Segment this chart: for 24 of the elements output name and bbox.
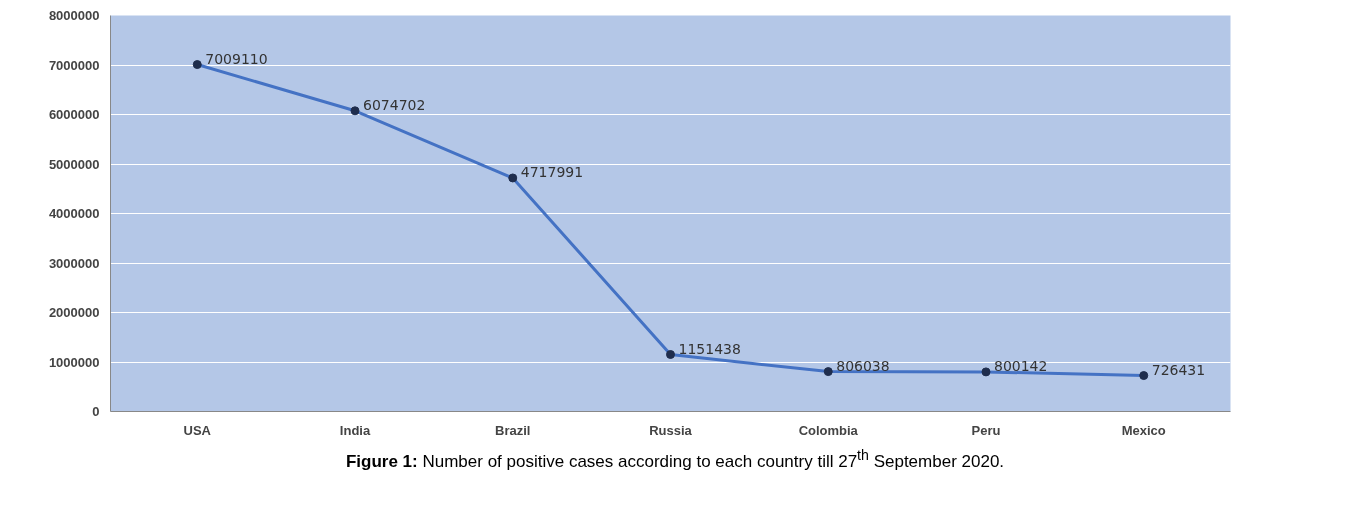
data-label: 806038 (836, 357, 890, 374)
caption: Figure 1: Number of positive cases according to each country till 27$^{th}$ September 2020. (345, 446, 1005, 473)
data-label: 1151438 (678, 340, 741, 357)
x-tick-label: Brazil (495, 422, 531, 438)
x-tick-label: USA (183, 422, 212, 438)
x-tick-label: Peru (971, 422, 1001, 438)
x-tick-label: Colombia (798, 422, 859, 438)
x-tick-label: Russia (649, 422, 693, 438)
x-tick-label: Mexico (1121, 422, 1166, 438)
y-tick-label: 0 (92, 404, 100, 419)
y-tick-label: 3000000 (48, 255, 100, 271)
x-tick-label: India (339, 422, 371, 438)
y-tick-label: 7000000 (48, 57, 100, 73)
y-tick-label: 4000000 (48, 206, 100, 221)
y-tick-label: 5000000 (48, 156, 100, 172)
data-label: 726431 (1151, 361, 1206, 378)
y-tick-label: 1000000 (48, 354, 100, 370)
data-label: 800142 (993, 357, 1048, 374)
data-label: 4717991 (520, 163, 584, 180)
y-tick-label: 2000000 (48, 305, 100, 320)
y-tick-label: 8000000 (48, 8, 100, 23)
data-label: 6074702 (363, 96, 426, 113)
data-label: 7009110 (205, 50, 268, 67)
y-tick-label: 6000000 (48, 107, 100, 122)
